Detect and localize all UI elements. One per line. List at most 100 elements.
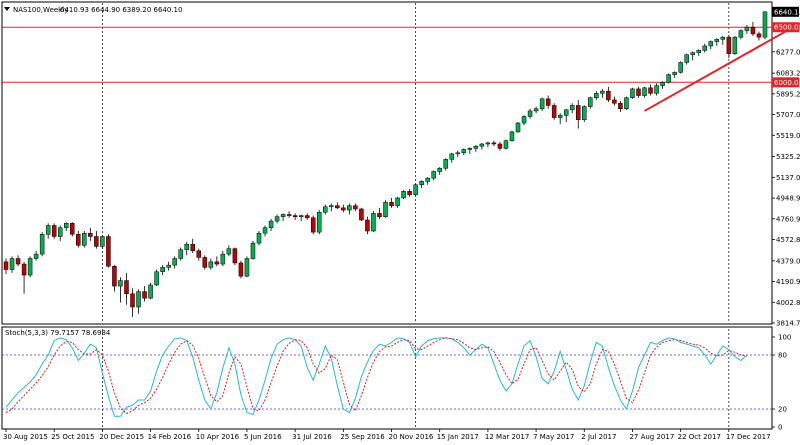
candle-bullish	[178, 249, 183, 259]
stoch-signal-line	[5, 337, 747, 415]
price-label-text: 6000.00	[774, 79, 800, 87]
candle-bullish	[732, 36, 738, 54]
candle-bearish	[3, 261, 9, 270]
candle-bullish	[425, 177, 430, 182]
candle-bullish	[594, 93, 599, 98]
candle-bullish	[118, 280, 123, 287]
candle-bullish	[521, 116, 527, 124]
candle-bullish	[479, 143, 485, 147]
candle-bearish	[756, 33, 762, 38]
candle-bullish	[160, 267, 165, 273]
stoch-tick-label: 100	[778, 334, 791, 342]
candle-bullish	[720, 36, 726, 40]
time-tick-label: 10 Apr 2016	[196, 433, 240, 441]
candle-bullish	[280, 214, 286, 217]
candle-bearish	[292, 215, 298, 217]
price-panel-frame	[1, 1, 773, 325]
candle-bullish	[148, 284, 153, 299]
price-tick-label: 5895.20	[776, 90, 800, 98]
candle-bullish	[82, 232, 87, 246]
candle-bullish	[262, 227, 268, 234]
candle-bullish	[316, 212, 322, 233]
candle-bullish	[244, 258, 250, 277]
candle-bearish	[636, 88, 641, 96]
candle-bearish	[377, 213, 382, 217]
candle-bullish	[654, 85, 659, 94]
candle-bearish	[365, 219, 370, 232]
candle-bullish	[569, 105, 575, 111]
time-tick-label: 14 Feb 2016	[148, 433, 192, 441]
price-label-text: 6500.00	[774, 24, 800, 32]
candle-bullish	[485, 142, 491, 145]
candle-bullish	[527, 110, 533, 117]
candle-bearish	[190, 243, 195, 252]
candle-bullish	[250, 242, 256, 259]
candle-bearish	[491, 142, 497, 145]
candle-bearish	[232, 248, 238, 264]
price-tick-label: 4760.90	[776, 215, 800, 223]
candle-bearish	[341, 207, 346, 211]
candle-bearish	[497, 143, 503, 149]
time-axis-labels: 30 Aug 2015 25 Oct 2015 20 Dec 2015 14 Feb …	[3, 429, 771, 441]
candle-bearish	[196, 250, 202, 258]
candle-bullish	[473, 145, 479, 149]
price-tick-label: 6277.05	[776, 48, 800, 56]
candle-bearish	[310, 217, 316, 233]
candle-bullish	[449, 153, 455, 160]
symbol-dropdown-icon[interactable]	[4, 7, 10, 11]
candle-bullish	[455, 152, 461, 155]
candle-bullish	[347, 205, 352, 211]
candle-bullish	[298, 215, 304, 217]
candle-bullish	[383, 202, 388, 217]
candle-bullish	[539, 98, 545, 109]
uptrend-line[interactable]	[644, 6, 800, 112]
candle-bullish	[443, 159, 448, 169]
price-label-box	[772, 22, 799, 33]
time-tick-label: 31 Jul 2016	[292, 433, 332, 441]
time-tick-label: 12 Mar 2017	[485, 433, 529, 441]
candle-bearish	[130, 293, 135, 308]
candle-bearish	[726, 36, 732, 54]
stoch-tick-label: 80	[778, 352, 787, 360]
price-tick-label: 4002.80	[776, 299, 800, 307]
price-tick-label: 4379.00	[776, 257, 800, 265]
candle-bullish	[208, 261, 214, 268]
candle-bearish	[612, 99, 617, 104]
candle-bullish	[624, 97, 629, 109]
stoch-layer: 100 80 20 0	[2, 334, 791, 432]
candle-bearish	[648, 87, 653, 94]
candle-bullish	[563, 109, 569, 116]
candle-bullish	[329, 205, 334, 208]
candle-bullish	[274, 216, 280, 222]
candle-bullish	[461, 149, 467, 154]
price-tick-label: 4572.80	[776, 236, 800, 244]
candle-bullish	[57, 227, 63, 237]
candle-bearish	[576, 105, 581, 121]
candle-bearish	[88, 232, 93, 237]
candle-bullish	[63, 223, 69, 228]
candle-bullish	[437, 167, 442, 172]
candle-bullish	[395, 197, 400, 206]
candle-bearish	[214, 261, 220, 265]
candle-bearish	[353, 205, 358, 210]
price-tick-label: 5137.05	[776, 174, 800, 182]
time-tick-label: 2 Jul 2017	[581, 433, 616, 441]
candle-bullish	[660, 82, 665, 86]
candle-bullish	[431, 171, 436, 179]
stoch-indicator-label: Stoch(5,3,3) 79.7157 78.6984	[5, 329, 111, 337]
candle-bullish	[600, 90, 605, 94]
candle-bullish	[533, 108, 539, 112]
stoch-main-line	[5, 337, 748, 417]
candle-bullish	[642, 87, 647, 96]
candle-bullish	[45, 225, 51, 235]
time-tick-label: 15 Jan 2017	[437, 433, 479, 441]
candle-bullish	[582, 106, 587, 121]
candle-bullish	[220, 253, 226, 265]
horizontal-lines-layer	[2, 26, 772, 83]
time-tick-label: 5 Jun 2016	[244, 433, 282, 441]
candles-layer	[3, 11, 768, 317]
candle-bullish	[268, 220, 274, 228]
candle-bullish	[184, 243, 189, 250]
candle-bullish	[702, 45, 708, 51]
price-tick-label: 6083.25	[776, 70, 800, 78]
